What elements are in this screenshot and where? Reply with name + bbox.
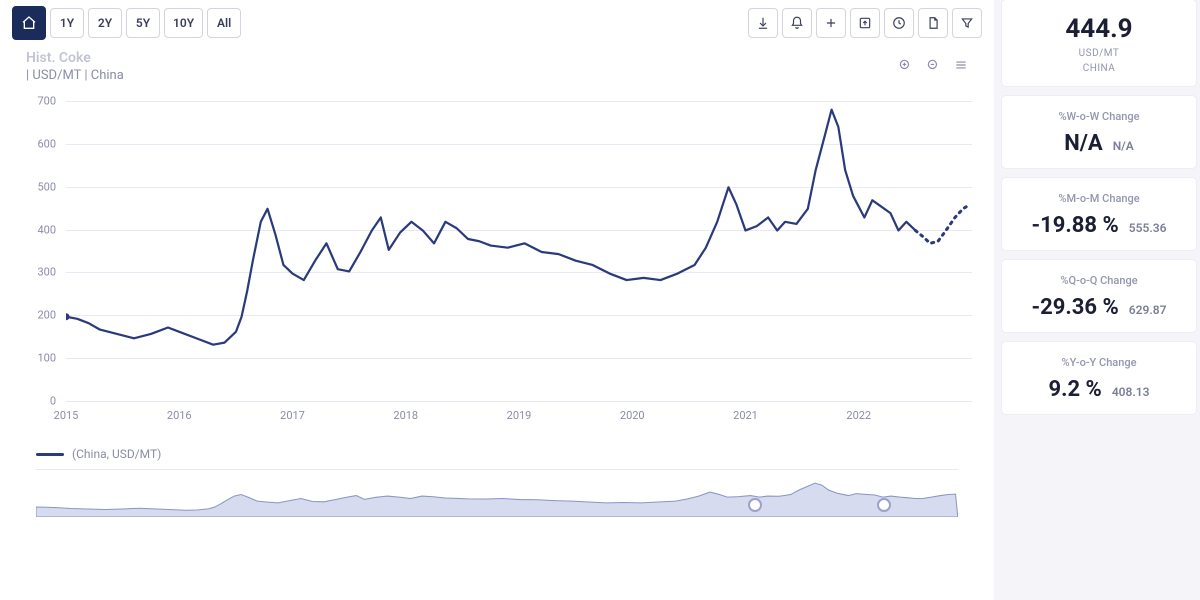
alert-button[interactable] (782, 8, 812, 38)
mom-title: %M-o-M Change (1014, 192, 1184, 205)
navigator-area (36, 476, 958, 517)
filter-button[interactable] (952, 8, 982, 38)
wow-aux: N/A (1113, 139, 1134, 153)
bell-icon (790, 16, 804, 30)
chart-controls (896, 56, 970, 74)
x-tick: 2016 (167, 409, 192, 422)
x-tick: 2018 (393, 409, 418, 422)
document-icon (926, 16, 940, 30)
y-tick: 0 (50, 395, 56, 408)
range-buttons: 1Y2Y5Y10YAll (50, 8, 241, 38)
wow-value: N/A (1064, 131, 1102, 156)
zoom-out-icon (926, 58, 940, 72)
x-tick: 2022 (846, 409, 871, 422)
add-button[interactable] (816, 8, 846, 38)
navigator[interactable] (36, 469, 958, 519)
zoom-in-button[interactable] (896, 56, 914, 74)
zoom-out-button[interactable] (924, 56, 942, 74)
qoq-title: %Q-o-Q Change (1014, 274, 1184, 287)
card-wow: %W-o-W Change N/A N/A (1002, 96, 1196, 168)
main-panel: 1Y2Y5Y10YAll Hist. Coke | USD/MT | C (0, 0, 994, 600)
download-button[interactable] (748, 8, 778, 38)
y-tick: 600 (37, 137, 56, 150)
export-button[interactable] (850, 8, 880, 38)
mom-value: -19.88 % (1032, 213, 1119, 238)
x-tick: 2015 (54, 409, 79, 422)
card-qoq: %Q-o-Q Change -29.36 % 629.87 (1002, 260, 1196, 332)
card-mom: %M-o-M Change -19.88 % 555.36 (1002, 178, 1196, 250)
sub-header: Hist. Coke | USD/MT | China (12, 50, 982, 83)
qoq-value: -29.36 % (1032, 295, 1119, 320)
qoq-aux: 629.87 (1129, 303, 1167, 317)
y-tick: 400 (37, 223, 56, 236)
y-tick: 100 (37, 352, 56, 365)
side-panel: 444.9 USD/MT CHINA %W-o-W Change N/A N/A… (1002, 0, 1200, 600)
x-tick: 2021 (733, 409, 758, 422)
home-button[interactable] (12, 6, 46, 40)
y-tick: 500 (37, 180, 56, 193)
y-axis: 0100200300400500600700 (22, 101, 62, 401)
hamburger-icon (953, 58, 969, 72)
x-tick: 2017 (280, 409, 305, 422)
y-tick: 700 (37, 95, 56, 108)
chart-area: 0100200300400500600700 20152016201720182… (22, 101, 972, 431)
current-region: CHINA (1014, 63, 1184, 74)
range-2y[interactable]: 2Y (88, 8, 122, 38)
x-tick: 2019 (507, 409, 532, 422)
x-tick: 2020 (620, 409, 645, 422)
history-button[interactable] (884, 8, 914, 38)
yoy-value: 9.2 % (1048, 377, 1101, 402)
toolbar: 1Y2Y5Y10YAll (12, 6, 982, 40)
current-unit: USD/MT (1014, 48, 1184, 59)
plus-icon (824, 16, 838, 30)
range-10y[interactable]: 10Y (164, 8, 203, 38)
series-title-faded: Hist. Coke (26, 50, 982, 66)
y-tick: 200 (37, 309, 56, 322)
zoom-in-icon (898, 58, 912, 72)
card-current-value: 444.9 USD/MT CHINA (1002, 0, 1196, 86)
series-meta: | USD/MT | China (26, 68, 124, 83)
wow-title: %W-o-W Change (1014, 110, 1184, 123)
card-yoy: %Y-o-Y Change 9.2 % 408.13 (1002, 342, 1196, 414)
current-value: 444.9 (1014, 14, 1184, 44)
navigator-handle-left[interactable] (748, 498, 762, 512)
x-axis: 20152016201720182019202020212022 (66, 407, 972, 431)
download-icon (756, 16, 770, 30)
filter-icon (960, 16, 974, 30)
mom-aux: 555.36 (1129, 221, 1167, 235)
legend-text: (China, USD/MT) (72, 447, 161, 461)
doc-button[interactable] (918, 8, 948, 38)
export-icon (858, 16, 872, 30)
legend: (China, USD/MT) (36, 447, 982, 461)
range-5y[interactable]: 5Y (126, 8, 160, 38)
legend-swatch (36, 453, 64, 456)
yoy-title: %Y-o-Y Change (1014, 356, 1184, 369)
range-1y[interactable]: 1Y (50, 8, 84, 38)
navigator-handle-right[interactable] (877, 498, 891, 512)
home-icon (21, 15, 37, 31)
menu-button[interactable] (952, 56, 970, 74)
range-all[interactable]: All (207, 8, 241, 38)
y-tick: 300 (37, 266, 56, 279)
yoy-aux: 408.13 (1112, 385, 1150, 399)
line-chart (66, 101, 972, 403)
clock-icon (892, 16, 906, 30)
